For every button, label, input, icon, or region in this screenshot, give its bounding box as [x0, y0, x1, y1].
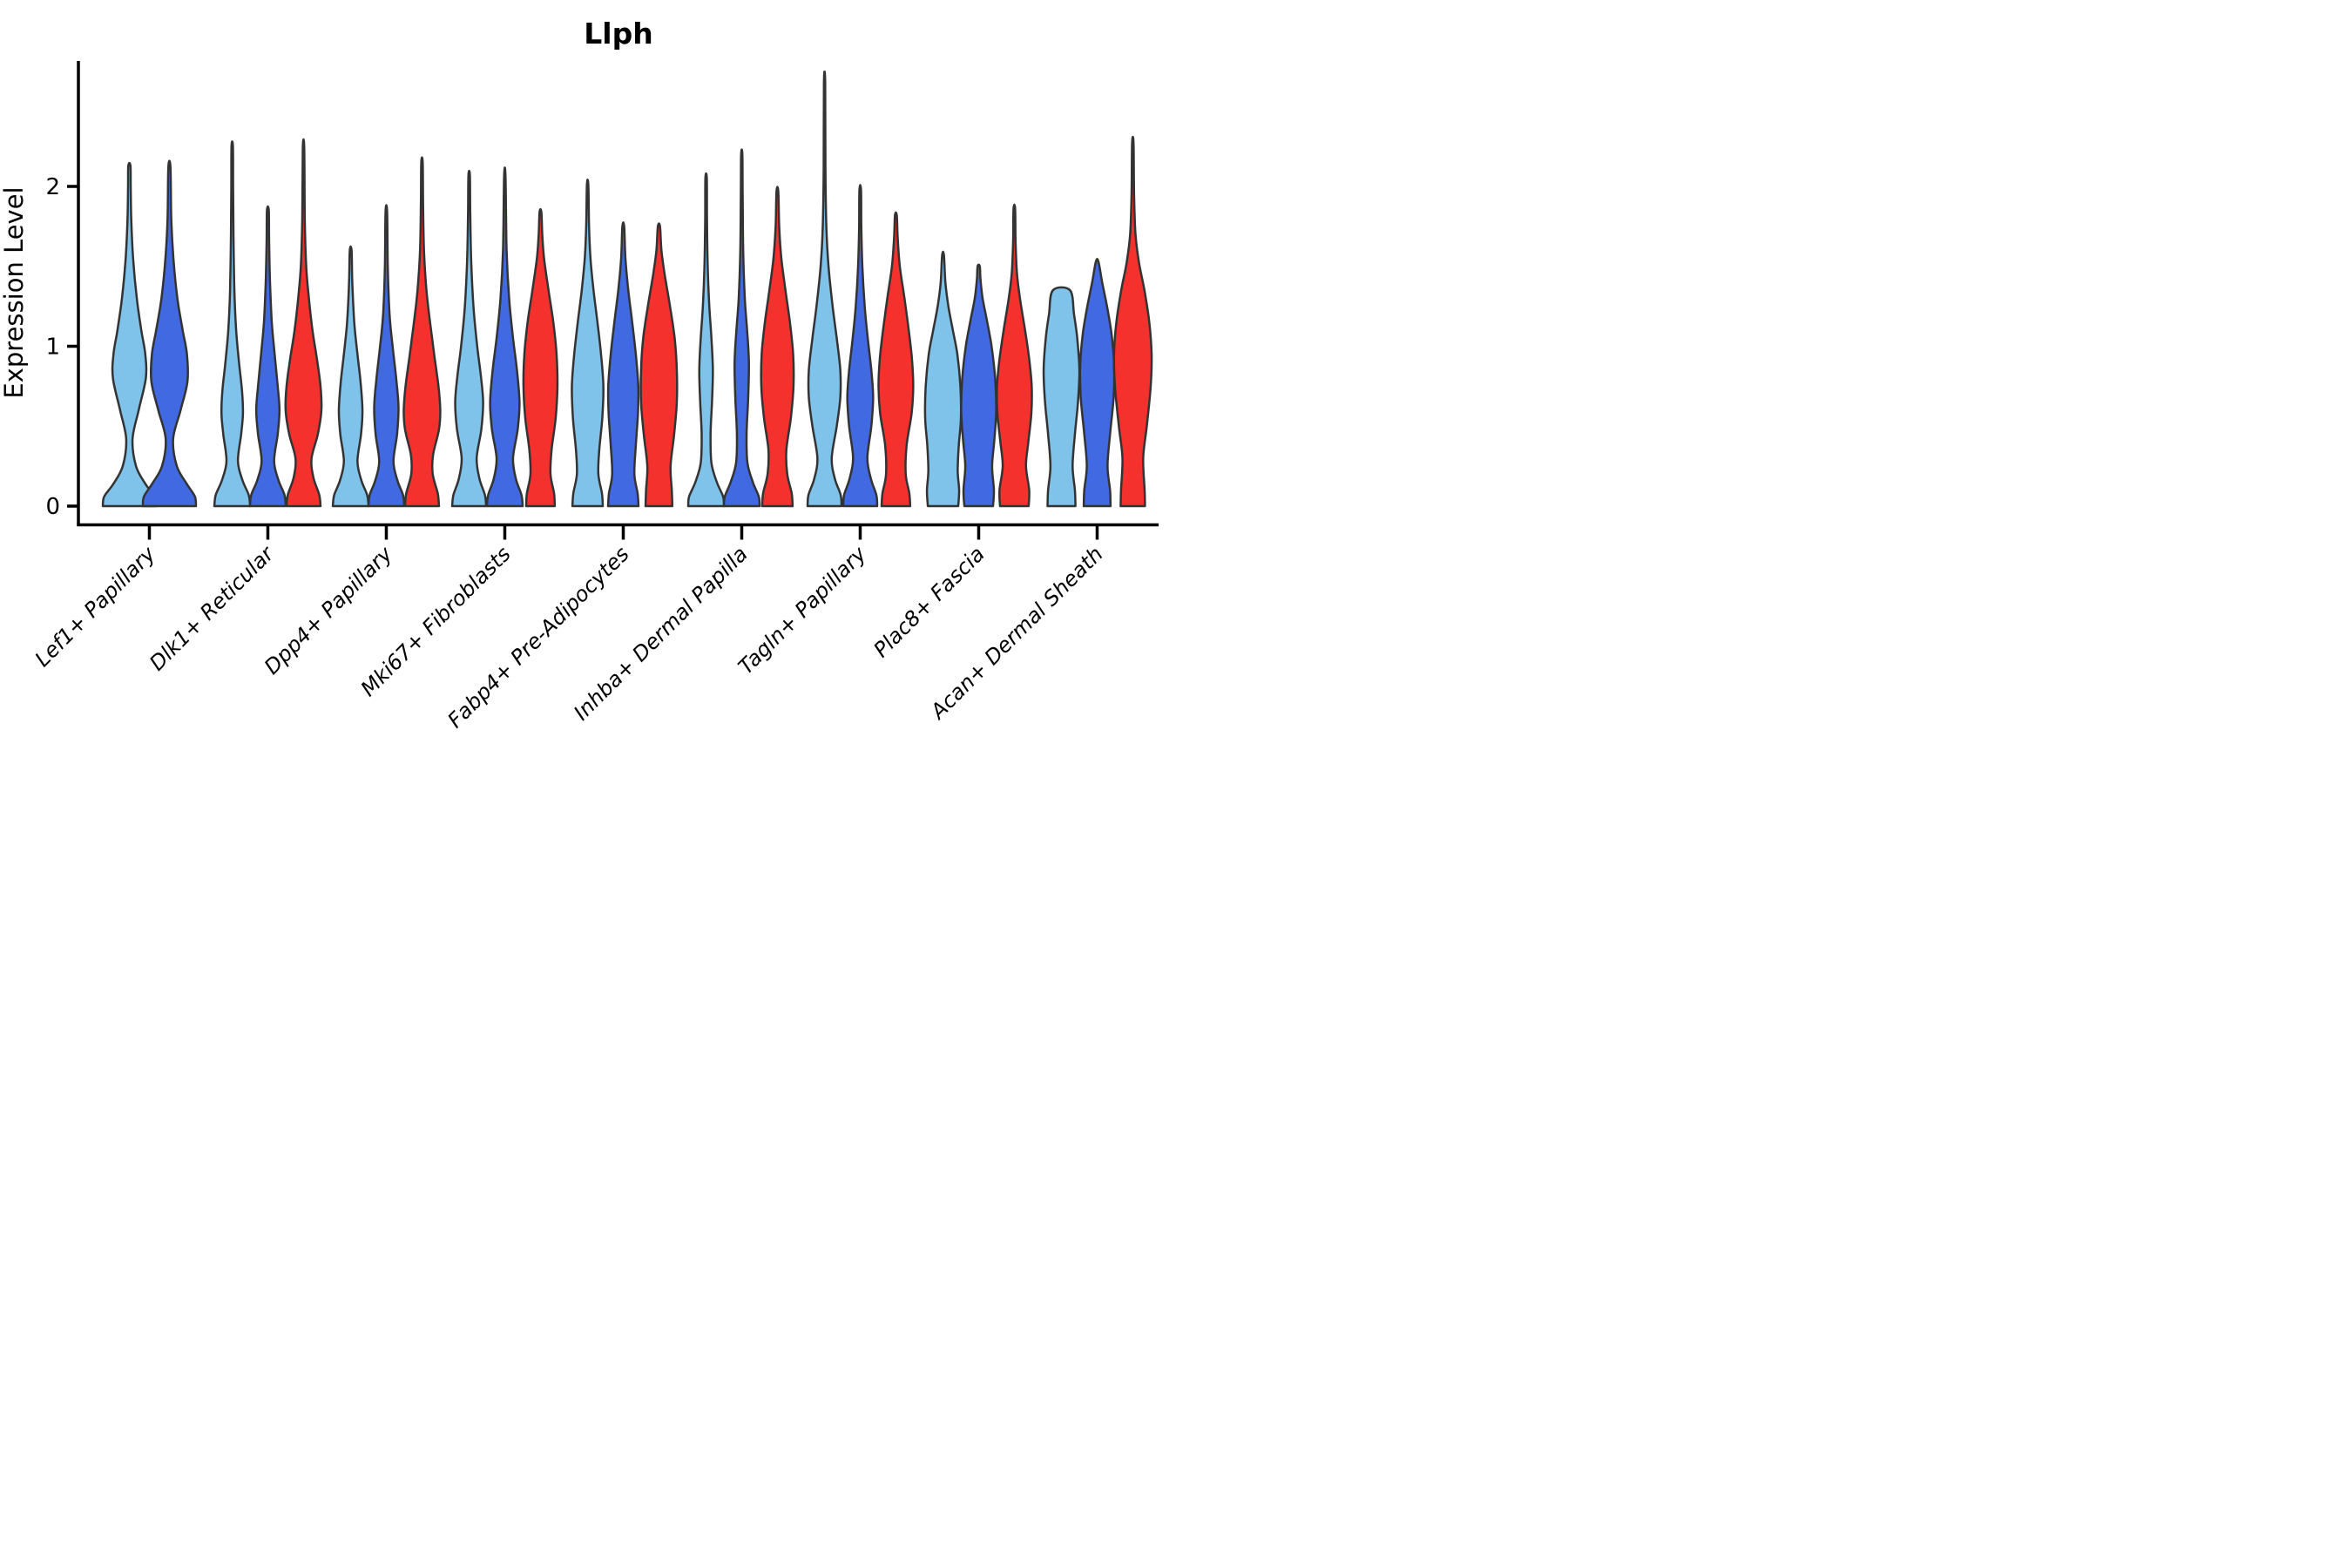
y-tick-label: 1 [45, 335, 60, 361]
violin-plac8-skyblue [923, 250, 963, 508]
violin-inhba-red [760, 186, 795, 508]
x-tick-label: Dpp4+ Papillary [260, 541, 397, 679]
violin-fabp4-red [639, 222, 679, 508]
violin-plac8-royalblue [960, 263, 997, 508]
y-tick-label: 0 [45, 494, 60, 520]
violin-fabp4-royalblue [606, 221, 640, 508]
violin-dpp4-skyblue [331, 245, 370, 508]
violin-plot-figure: Llph Expression Level 0 1 2 Lef1+ Papillary… [0, 0, 1176, 784]
violin-dlk1-skyblue [213, 140, 252, 508]
violin-inhba-skyblue [686, 172, 726, 508]
chart-title: Llph [584, 17, 652, 51]
violin-tagln-red [877, 211, 915, 508]
violin-plac8-red [996, 203, 1033, 508]
violin-dlk1-red [284, 138, 323, 508]
x-tick-label: Plac8+ Fascia [868, 542, 989, 662]
violin-dlk1-royalblue [248, 205, 287, 508]
y-tick-label: 2 [45, 174, 60, 200]
violin-lef1-royalblue [141, 159, 198, 508]
violin-dpp4-royalblue [367, 204, 406, 508]
violin-mki67-skyblue [450, 169, 488, 508]
violin-acan-red [1112, 135, 1153, 508]
violin-tagln-royalblue [841, 184, 879, 508]
x-tick-label: Tagln+ Papillary [733, 541, 871, 679]
violin-acan-skyblue [1042, 286, 1081, 508]
y-axis-label: Expression Level [0, 186, 29, 398]
x-tick-label: Dlk1+ Reticular [145, 540, 280, 675]
violin-inhba-royalblue [722, 148, 761, 508]
violin-dpp4-red [402, 156, 442, 508]
violin-plot-canvas: Llph Expression Level 0 1 2 Lef1+ Papillary… [0, 17, 1159, 733]
x-tick-label: Lef1+ Papillary [30, 541, 161, 672]
violin-mki67-red [522, 207, 559, 508]
violin-fabp4-skyblue [571, 178, 605, 508]
violin-acan-royalblue [1078, 258, 1116, 508]
violin-lef1-skyblue [101, 161, 158, 508]
violin-tagln-skyblue [806, 70, 843, 508]
violin-mki67-royalblue [485, 166, 524, 508]
